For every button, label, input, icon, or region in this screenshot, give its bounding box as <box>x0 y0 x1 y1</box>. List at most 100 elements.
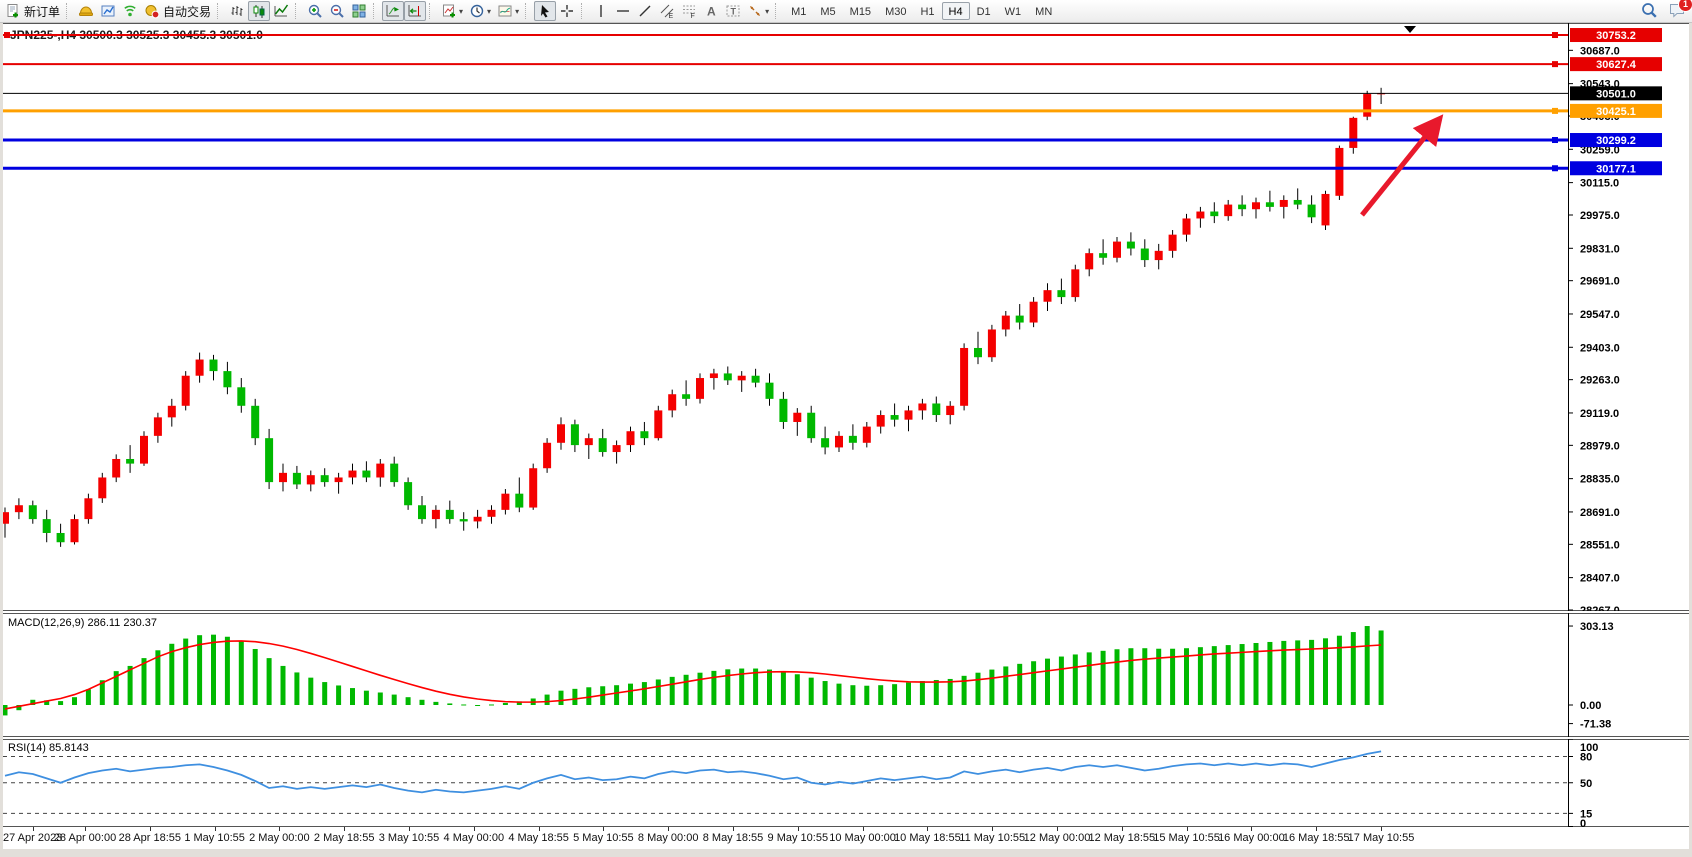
rsi-axis-label: 100 <box>1580 742 1598 754</box>
crosshair-icon <box>559 3 575 19</box>
price-tick-label: 28267.0 <box>1580 605 1620 611</box>
bar-chart-icon <box>229 3 245 19</box>
line-chart-button[interactable] <box>270 1 292 21</box>
rsi-line <box>4 750 1382 794</box>
toolbar-right: 1 <box>1640 0 1692 24</box>
timeframe-d1-button[interactable]: D1 <box>976 6 991 18</box>
zoom-out-button[interactable] <box>326 1 348 21</box>
timeframe-w1-button[interactable]: W1 <box>1004 6 1022 18</box>
time-tick <box>1121 827 1123 831</box>
line-handle[interactable] <box>1552 32 1558 39</box>
svg-text:A: A <box>707 5 716 19</box>
arrows-dropdown-caret[interactable]: ▾ <box>765 6 770 16</box>
autotrading-button[interactable]: 自动交易 <box>141 1 214 21</box>
periods-button[interactable]: ▾ <box>466 1 494 21</box>
search-button[interactable] <box>1640 1 1658 24</box>
candlestick-icon <box>251 3 267 19</box>
price-tick-label: 28407.0 <box>1580 573 1620 585</box>
vertical-line-icon <box>593 3 609 19</box>
time-tick <box>344 827 346 831</box>
text-label-button[interactable]: T <box>722 1 744 21</box>
chart-shift-marker[interactable] <box>1404 26 1416 33</box>
rsi-label: RSI(14) 85.8143 <box>8 742 89 754</box>
timeframe-m15-button[interactable]: M15 <box>849 6 872 18</box>
price-chart-panel[interactable]: JPN225-,H4 30500.3 30525.3 30455.3 30501… <box>0 23 1692 611</box>
time-tick-label: 17 May 10:55 <box>1347 832 1415 844</box>
new-order-button[interactable]: 新订单 <box>2 1 63 21</box>
time-tick <box>1316 827 1318 831</box>
line-handle[interactable] <box>4 32 10 39</box>
templates-button[interactable]: ▾ <box>494 1 522 21</box>
macd-signal-line <box>4 640 1382 710</box>
window-bottom-edge <box>0 849 1692 857</box>
price-tick-label: 30259.0 <box>1580 144 1620 156</box>
line-handle[interactable] <box>1552 61 1558 68</box>
time-tick-label: 12 May 00:00 <box>1023 832 1091 844</box>
price-line-badge-label: 30425.1 <box>1596 106 1636 118</box>
signals-button[interactable] <box>119 1 141 21</box>
horizontal-line-button[interactable] <box>612 1 634 21</box>
indicators-icon <box>441 3 457 19</box>
timeframe-m5-button[interactable]: M5 <box>820 6 836 18</box>
time-tick <box>862 827 864 831</box>
timeframe-m1-button[interactable]: M1 <box>791 6 807 18</box>
timeframe-h1-button[interactable]: H1 <box>920 6 935 18</box>
price-tick-label: 29975.0 <box>1580 210 1620 222</box>
vertical-line-button[interactable] <box>590 1 612 21</box>
indicators-button[interactable]: ▾ <box>438 1 466 21</box>
tile-windows-button[interactable] <box>348 1 370 21</box>
chart-shift-button[interactable] <box>404 1 427 21</box>
line-handle[interactable] <box>1552 165 1558 172</box>
time-tick <box>668 827 670 831</box>
time-tick-label: 5 May 10:55 <box>573 832 634 844</box>
price-tick-label: 29119.0 <box>1580 408 1619 420</box>
indicators-dropdown-caret[interactable]: ▾ <box>459 6 464 16</box>
time-tick <box>1251 827 1253 831</box>
time-axis[interactable]: 27 Apr 2023 28 Apr 00:00 28 Apr 18:55 1 May… <box>0 827 1692 849</box>
chart-shift-icon <box>407 3 423 19</box>
line-handle[interactable] <box>1552 107 1558 114</box>
search-icon <box>1640 3 1658 23</box>
strategy-tester-button[interactable] <box>97 1 119 21</box>
timeframe-m30-button[interactable]: M30 <box>885 6 907 18</box>
new-order-label: 新订单 <box>24 4 61 19</box>
current-price-badge-label: 30501.0 <box>1596 88 1636 100</box>
fibonacci-button[interactable]: F <box>678 1 700 21</box>
chat-button[interactable]: 1 <box>1668 0 1692 24</box>
equidistant-channel-button[interactable]: E <box>656 1 678 21</box>
candlestick-series <box>1 87 1386 547</box>
svg-text:E: E <box>669 13 674 19</box>
periods-dropdown-caret[interactable]: ▾ <box>487 6 492 16</box>
trendline-button[interactable] <box>634 1 656 21</box>
timeframe-mn-button[interactable]: MN <box>1035 6 1053 18</box>
timeframe-h4-button[interactable]: H4 <box>941 2 970 20</box>
time-tick-label: 28 Apr 18:55 <box>118 832 181 844</box>
metaeditor-button[interactable] <box>75 1 97 21</box>
line-handle[interactable] <box>1552 137 1558 144</box>
toolbar: 新订单 自动交易 ▾ ▾ ▾ E F A T ▾ M1 M5 M15 M30 H1 H4 D1 W1 MN <box>0 0 1692 23</box>
price-line-badge <box>1570 28 1662 43</box>
zoom-in-button[interactable] <box>304 1 326 21</box>
cursor-button[interactable] <box>534 1 557 21</box>
macd-panel[interactable]: MACD(12,26,9) 286.11 230.37 303.13 0.00 -71… <box>0 613 1692 737</box>
price-line-badge <box>1570 103 1662 118</box>
time-tick <box>1057 827 1058 831</box>
auto-scroll-button[interactable] <box>382 1 405 21</box>
time-tick-label: 9 May 10:55 <box>767 832 829 844</box>
candlestick-button[interactable] <box>248 1 271 21</box>
metaeditor-icon <box>78 3 94 19</box>
text-button[interactable]: A <box>700 1 722 21</box>
crosshair-button[interactable] <box>556 1 578 21</box>
templates-icon <box>497 3 513 19</box>
time-tick-label: 12 May 18:55 <box>1088 832 1156 844</box>
up-arrow-annotation[interactable] <box>1360 114 1444 217</box>
svg-text:F: F <box>691 13 695 19</box>
bar-chart-button[interactable] <box>226 1 248 21</box>
time-tick-label: 2 May 00:00 <box>249 832 310 844</box>
macd-axis-label: 303.13 <box>1580 621 1614 633</box>
arrows-button[interactable]: ▾ <box>744 1 772 21</box>
templates-dropdown-caret[interactable]: ▾ <box>515 6 520 16</box>
toolbar-separator <box>525 3 530 19</box>
